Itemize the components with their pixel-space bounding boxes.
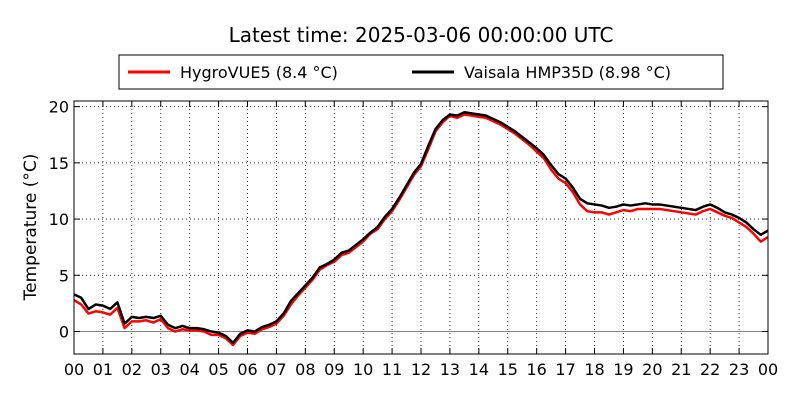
x-tick-label: 03: [151, 360, 171, 379]
x-tick-label: 12: [411, 360, 431, 379]
x-tick-label: 07: [266, 360, 286, 379]
y-tick-label: 0: [59, 323, 69, 342]
x-tick-label: 00: [758, 360, 778, 379]
x-tick-label: 11: [382, 360, 402, 379]
x-tick-label: 18: [584, 360, 604, 379]
x-tick-label: 20: [642, 360, 662, 379]
legend-label-vaisala: Vaisala HMP35D (8.98 °C): [464, 63, 671, 82]
legend-label-hygrovue: HygroVUE5 (8.4 °C): [180, 63, 338, 82]
y-tick-label: 5: [59, 266, 69, 285]
x-tick-label: 01: [93, 360, 113, 379]
x-tick-label: 05: [208, 360, 228, 379]
legend: HygroVUE5 (8.4 °C) Vaisala HMP35D (8.98 …: [118, 54, 724, 90]
x-tick-label: 15: [498, 360, 518, 379]
x-tick-label: 08: [295, 360, 315, 379]
x-tick-label: 09: [324, 360, 344, 379]
x-tick-label: 04: [179, 360, 199, 379]
y-tick-label: 15: [49, 154, 69, 173]
tick-labels: 00 01 02 03 04 05 06 07 08 09 10 11 12 13 14 15 16 17 18 19…: [49, 98, 779, 379]
x-tick-label: 02: [122, 360, 142, 379]
plot-frame: [73, 100, 769, 355]
x-tick-label: 10: [353, 360, 373, 379]
x-tick-label: 06: [237, 360, 257, 379]
x-tick-label: 00: [64, 360, 84, 379]
grid: [73, 101, 769, 354]
x-tick-label: 19: [613, 360, 633, 379]
chart-title: Latest time: 2025-03-06 00:00:00 UTC: [229, 23, 614, 47]
x-tick-label: 13: [440, 360, 460, 379]
x-tick-label: 17: [555, 360, 575, 379]
y-tick-label: 10: [49, 210, 69, 229]
series-line-vaisala: [73, 110, 769, 345]
series-lines: [73, 110, 769, 347]
y-tick-label: 20: [49, 98, 69, 117]
x-tick-label: 23: [729, 360, 749, 379]
x-tick-label: 16: [526, 360, 546, 379]
axes: [73, 100, 769, 355]
x-tick-label: 22: [700, 360, 720, 379]
x-tick-label: 14: [469, 360, 489, 379]
x-tick-label: 21: [671, 360, 691, 379]
series-line-hygrovue: [73, 113, 769, 347]
y-axis-label: Temperature (°C): [21, 154, 41, 302]
